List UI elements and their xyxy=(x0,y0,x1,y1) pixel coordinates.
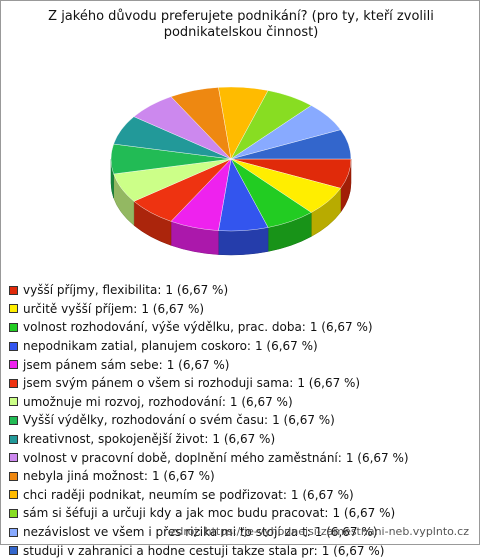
legend-item: studuji v zahranici a hodne cestuji takz… xyxy=(9,541,409,560)
legend-item: umožnuje mi rozvoj, rozhodování: 1 (6,67 … xyxy=(9,393,409,412)
legend-swatch xyxy=(9,378,18,388)
legend: vyšší příjmy, flexibilita: 1 (6,67 %) urči… xyxy=(9,281,409,560)
value-label: 1 (6,67 %) xyxy=(141,301,205,316)
value-label: 1 (6,67 %) xyxy=(321,543,385,558)
legend-item: nepodnikam zatial, planujem coskoro: 1 (6… xyxy=(9,337,409,356)
legend-label: nepodnikam zatial, planujem coskoro: xyxy=(23,339,251,354)
legend-label: vyšší příjmy, flexibilita: xyxy=(23,283,162,298)
legend-swatch xyxy=(9,471,18,481)
value-label: 1 (6,67 %) xyxy=(309,320,373,335)
legend-label: jsem svým pánem o všem si rozhoduji sama… xyxy=(23,376,294,391)
legend-item: jsem svým pánem o všem si rozhoduji sama… xyxy=(9,374,409,393)
legend-label: určitě vyšší příjem: xyxy=(23,301,138,316)
legend-swatch xyxy=(9,360,18,370)
legend-item: volnost rozhodování, výše výdělku, prac.… xyxy=(9,318,409,337)
legend-swatch xyxy=(9,285,18,295)
legend-label: chci raději podnikat, neumím se podřizov… xyxy=(23,487,287,502)
legend-label: nezávislost ve všem i přes rizika mi to … xyxy=(23,525,311,540)
legend-swatch xyxy=(9,415,18,425)
value-label: 1 (6,67 %) xyxy=(165,283,229,298)
legend-label: Vyšší výdělky, rozhodování o svém času: xyxy=(23,413,269,428)
legend-item: jsem pánem sám sebe: 1 (6,67 %) xyxy=(9,355,409,374)
legend-swatch xyxy=(9,397,18,407)
legend-item: určitě vyšší příjem: 1 (6,67 %) xyxy=(9,300,409,319)
value-label: 1 (6,67 %) xyxy=(332,506,396,521)
legend-item: volnost v pracovní době, doplnění mého z… xyxy=(9,448,409,467)
legend-swatch xyxy=(9,453,18,463)
legend-swatch xyxy=(9,434,18,444)
legend-item: Vyšší výdělky, rozhodování o svém času: 1… xyxy=(9,411,409,430)
legend-swatch xyxy=(9,527,18,537)
pie-area xyxy=(110,86,352,256)
value-label: 1 (6,67 %) xyxy=(297,376,361,391)
pie-slice-side xyxy=(218,227,269,256)
value-label: 1 (6,67 %) xyxy=(229,394,293,409)
legend-item: chci raději podnikat, neumím se podřizov… xyxy=(9,486,409,505)
value-label: 1 (6,67 %) xyxy=(345,450,409,465)
value-label: 1 (6,67 %) xyxy=(212,432,276,447)
legend-swatch xyxy=(9,490,18,500)
legend-label: kreativnost, spokojenější život: xyxy=(23,432,209,447)
legend-label: volnost rozhodování, výše výdělku, prac.… xyxy=(23,320,306,335)
value-label: 1 (6,67 %) xyxy=(254,339,318,354)
legend-swatch xyxy=(9,508,18,518)
legend-item: vyšší příjmy, flexibilita: 1 (6,67 %) xyxy=(9,281,409,300)
chart-title: Z jakého důvodu preferujete podnikání? (… xyxy=(48,9,434,40)
legend-item: sám si šéfuji a určuji kdy a jak moc bud… xyxy=(9,504,409,523)
legend-label: nebyla jiná možnost: xyxy=(23,469,148,484)
legend-label: sám si šéfuji a určuji kdy a jak moc bud… xyxy=(23,506,329,521)
legend-label: volnost v pracovní době, doplnění mého z… xyxy=(23,450,342,465)
source: zdroj: https://je-vyhodnejsi-zamestnani-… xyxy=(170,525,469,538)
value-label: 1 (6,67 %) xyxy=(290,487,354,502)
value-label: 1 (6,67 %) xyxy=(166,357,230,372)
legend-swatch xyxy=(9,546,18,556)
legend-item: nezávislost ve všem i přes rizika mi to … xyxy=(9,523,409,542)
value-label: 1 (6,67 %) xyxy=(272,413,335,428)
legend-swatch xyxy=(9,341,18,351)
pie-slice xyxy=(230,129,352,160)
legend-label: jsem pánem sám sebe: xyxy=(23,357,163,372)
legend-item: kreativnost, spokojenější život: 1 (6,67 … xyxy=(9,430,409,449)
legend-item: nebyla jiná možnost: 1 (6,67 %) xyxy=(9,467,409,486)
value-label: 1 (6,67 %) xyxy=(314,525,378,540)
legend-label: studuji v zahranici a hodne cestuji takz… xyxy=(23,543,318,558)
legend-swatch xyxy=(9,304,18,314)
legend-swatch xyxy=(9,322,18,332)
legend-label: umožnuje mi rozvoj, rozhodování: xyxy=(23,394,226,409)
value-label: 1 (6,67 %) xyxy=(151,469,215,484)
